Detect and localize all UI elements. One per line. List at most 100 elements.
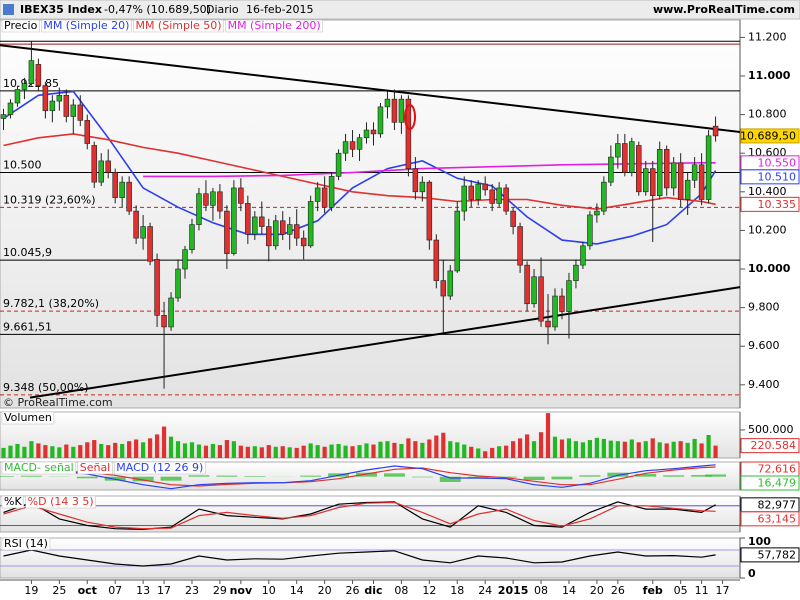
indicator-line: [3, 464, 716, 490]
candle-body: [370, 129, 377, 135]
volume-bar: [636, 442, 641, 458]
candle-body: [559, 295, 565, 312]
candle-body: [691, 164, 698, 181]
volume-bar: [350, 446, 355, 458]
volume-bar: [524, 434, 530, 458]
candle-body: [231, 187, 237, 254]
indicator-line: [3, 466, 716, 487]
value-box-label: 10.510: [758, 170, 797, 183]
candle-body: [245, 203, 251, 235]
histogram-bar: [691, 475, 713, 477]
header-bar: [0, 0, 800, 20]
candle-body: [461, 185, 467, 212]
volume-bar: [92, 440, 97, 458]
legend-label: RSI (14): [4, 537, 48, 550]
histogram-bar: [383, 473, 405, 477]
volume-bar: [336, 443, 341, 458]
candle-body: [608, 156, 614, 183]
candle-body: [7, 102, 14, 115]
volume-bar: [622, 441, 627, 458]
value-box: [740, 196, 800, 212]
trend-line: [29, 286, 741, 399]
volume-bar: [329, 444, 334, 458]
candle-body: [629, 141, 635, 173]
volume-bar: [308, 443, 313, 458]
value-box: [740, 475, 800, 491]
candle-body: [615, 143, 621, 158]
y-tick-label: 10.400: [748, 185, 787, 198]
volume-bar: [78, 445, 83, 458]
indicator-line: [3, 501, 716, 530]
volume-bar: [594, 437, 599, 458]
header-icon: [3, 4, 14, 15]
x-tick-label: 11: [695, 584, 709, 597]
volume-bar: [392, 442, 397, 458]
histogram-bar: [607, 472, 629, 477]
volume-bar: [678, 441, 683, 458]
candle-body: [252, 216, 258, 235]
volume-bar: [657, 442, 662, 458]
candle-body: [98, 160, 104, 183]
volume-bar: [685, 442, 690, 458]
volume-bar: [1, 447, 6, 458]
candle-body: [147, 226, 153, 262]
candle-body: [349, 141, 356, 150]
candle-body: [105, 160, 111, 173]
candle-body: [503, 187, 509, 212]
candle-body: [119, 181, 125, 198]
candle-body: [286, 224, 293, 235]
candle-body: [391, 98, 398, 123]
x-tick-label: 25: [52, 584, 66, 597]
volume-bar: [245, 446, 250, 458]
volume-bar: [50, 446, 55, 458]
candle-body: [482, 183, 488, 191]
volume-bar: [134, 439, 139, 458]
volume-bar: [629, 439, 634, 458]
candle-body: [84, 120, 91, 144]
volume-bar: [671, 441, 676, 458]
panel-background: [0, 411, 741, 459]
histogram-bar: [0, 476, 14, 477]
candle-body: [587, 214, 593, 247]
volume-bar: [273, 446, 278, 458]
histogram-bar: [244, 476, 266, 477]
level-label: 9.348 (50,00%): [3, 381, 89, 394]
volume-bar: [182, 443, 188, 458]
volume-bar: [476, 448, 481, 458]
candle-body: [489, 189, 495, 204]
candle-body: [670, 162, 677, 189]
candle-body: [384, 98, 391, 108]
candle-body: [56, 94, 63, 102]
legend-label: MACD (12 26 9): [116, 461, 203, 474]
volume-bar: [71, 446, 76, 458]
x-tick-label: dic: [364, 584, 382, 597]
y-tick-label: 9.600: [748, 339, 780, 352]
indicator-line: [3, 501, 716, 531]
volume-bar: [490, 447, 495, 458]
candle-body: [363, 129, 370, 139]
candle-body: [524, 264, 530, 305]
volume-bar: [252, 446, 257, 458]
histogram-bar: [663, 475, 685, 477]
histogram-bar: [635, 474, 657, 477]
volume-bar: [587, 440, 592, 458]
candle-body: [342, 141, 349, 154]
value-box: [740, 511, 800, 527]
value-box-label: 16,479: [758, 477, 797, 490]
candle-body: [636, 145, 642, 193]
candle-body: [440, 280, 447, 297]
header-change: -0,47% (10.689,50): [104, 3, 211, 16]
x-tick-label: 20: [590, 584, 604, 597]
volume-bar: [608, 440, 613, 458]
candle-body: [182, 249, 188, 270]
value-box-label: 82,977: [758, 498, 797, 511]
volume-bar: [441, 432, 446, 458]
candle-body: [189, 224, 195, 251]
volume-bar: [15, 443, 20, 458]
legend-box: [25, 495, 96, 509]
volume-bar: [57, 447, 62, 458]
level-label: 10.045,9: [3, 246, 52, 259]
volume-bar: [43, 445, 48, 458]
candle-body: [196, 193, 202, 225]
x-tick-label: oct: [78, 584, 97, 597]
